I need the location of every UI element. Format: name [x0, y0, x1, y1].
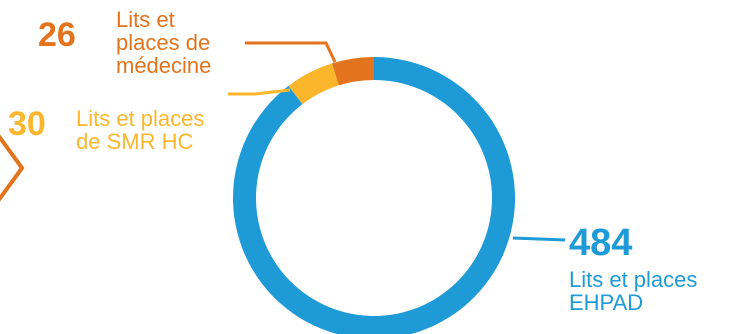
leader-line-smr [228, 88, 291, 96]
donut-segment-3 [331, 57, 374, 86]
category-label-medecine-line3: médecine [116, 53, 212, 79]
donut-segment-1 [233, 57, 515, 334]
donut-segments [233, 57, 515, 334]
chevron-decoration [0, 134, 25, 202]
value-label-ehpad: 484 [569, 222, 633, 264]
leader-line-medecine [245, 41, 337, 63]
category-label-ehpad: Lits et places EHPAD [569, 268, 697, 314]
category-label-ehpad-line2: EHPAD [569, 290, 644, 316]
category-label-medecine: Lits et places de médecine [116, 8, 211, 77]
leader-line-ehpad [512, 236, 566, 242]
category-label-medecine-line1: Lits et [116, 7, 175, 32]
donut-segment-2 [288, 63, 339, 105]
category-label-smr-line2: de SMR HC [76, 129, 194, 155]
category-label-smr: Lits et places de SMR HC [76, 107, 204, 153]
category-label-ehpad-line1: Lits et places [569, 267, 698, 292]
category-label-medecine-line2: places de [116, 30, 211, 56]
value-label-medecine: 26 [38, 16, 76, 54]
value-label-smr: 30 [8, 105, 46, 143]
category-label-smr-line1: Lits et places [76, 106, 205, 131]
